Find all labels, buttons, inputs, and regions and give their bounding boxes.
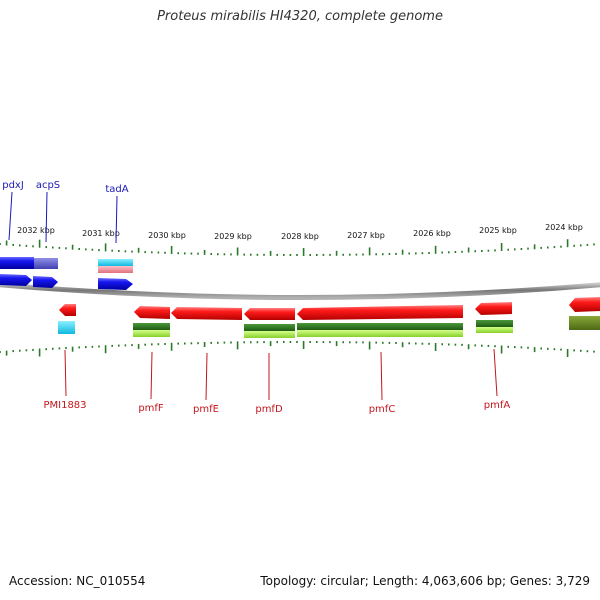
cds-arrow[interactable]: [134, 306, 170, 319]
cds-arrow[interactable]: [475, 302, 512, 315]
kbp-label: 2029 kbp: [214, 232, 252, 241]
gene-label-tadA: tadA: [105, 184, 128, 195]
kbp-label: 2026 kbp: [413, 229, 451, 238]
genome-stats-text: Topology: circular; Length: 4,063,606 bp…: [260, 574, 590, 588]
cog-bar: [476, 320, 513, 327]
map-title: Proteus mirabilis HI4320, complete genom…: [157, 9, 443, 24]
kbp-label: 2028 kbp: [281, 232, 319, 241]
cds-arrow[interactable]: [98, 278, 133, 290]
cog-bar: [244, 331, 295, 338]
accession-text: Accession: NC_010554: [9, 574, 146, 588]
gene-label-pdxJ: pdxJ: [2, 180, 24, 191]
cds-arrow[interactable]: [171, 307, 242, 320]
kbp-label: 2027 kbp: [347, 231, 385, 240]
cog-bar: [98, 259, 133, 266]
gene-label-pmfA: pmfA: [484, 400, 511, 411]
kbp-label: 2031 kbp: [82, 229, 120, 238]
cds-arrow[interactable]: [569, 297, 600, 312]
gene-labels-top: pdxJ acpS tadA: [2, 180, 129, 195]
kbp-label: 2024 kbp: [545, 223, 583, 232]
cog-bar: [34, 258, 58, 269]
genome-backbone: [0, 282, 600, 300]
scale-labels: 2032 kbp 2031 kbp 2030 kbp 2029 kbp 2028…: [17, 223, 583, 241]
cog-bar: [133, 330, 170, 337]
kbp-label: 2025 kbp: [479, 226, 517, 235]
label-leaders: [8, 191, 498, 401]
cog-bar: [297, 323, 463, 330]
cds-arrow[interactable]: [59, 304, 76, 316]
gene-label-pmfD: pmfD: [255, 404, 283, 415]
cds-arrow[interactable]: [244, 308, 295, 320]
kbp-label: 2032 kbp: [17, 226, 55, 235]
forward-strand-features: [0, 257, 133, 290]
cog-bar: [244, 324, 295, 331]
gene-label-pmfF: pmfF: [138, 403, 164, 414]
cog-bar: [133, 323, 170, 330]
gene-label-pmfC: pmfC: [369, 404, 396, 415]
gene-label-PMI1883: PMI1883: [43, 400, 86, 411]
scale-ticks-bottom: [0, 341, 595, 357]
cog-bar: [476, 327, 513, 333]
gene-labels-bottom: PMI1883 pmfF pmfE pmfD pmfC pmfA: [43, 400, 510, 415]
cog-bar: [569, 316, 600, 330]
cds-arrow[interactable]: [297, 305, 463, 320]
scale-ticks-top: [0, 239, 595, 256]
cds-arrow[interactable]: [0, 274, 32, 286]
cog-bar: [58, 321, 75, 334]
reverse-strand-features: [58, 297, 600, 338]
gene-label-pmfE: pmfE: [193, 404, 219, 415]
cog-bar: [98, 266, 133, 273]
gene-label-acpS: acpS: [36, 180, 60, 191]
cog-bar: [0, 257, 34, 269]
kbp-label: 2030 kbp: [148, 231, 186, 240]
cog-bar: [297, 330, 463, 337]
cds-arrow[interactable]: [33, 276, 58, 288]
